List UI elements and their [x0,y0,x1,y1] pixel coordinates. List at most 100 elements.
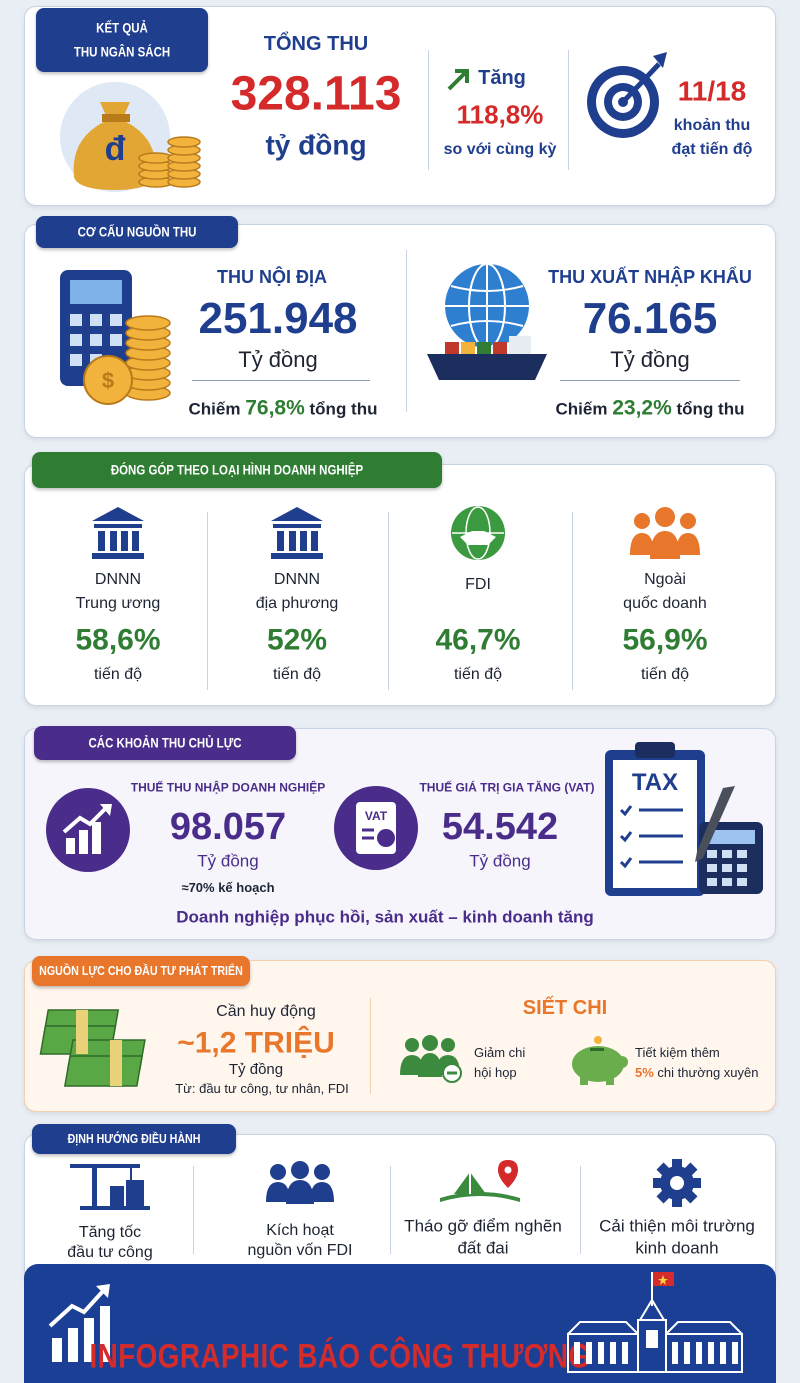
icon-shape [39,1009,146,1087]
cut-item-rest: chi thường xuyên [657,1064,759,1080]
icon-shape [498,1160,518,1188]
icon-shape [646,1330,658,1348]
contribution-note: tiến độ [453,666,503,684]
icon-shape [62,806,108,834]
contribution-name: DNNN [94,571,142,589]
icon-shape [138,136,201,188]
icon-shape [567,1321,743,1335]
icon-shape [665,1333,743,1373]
icon-shape [80,1206,150,1210]
rule [560,380,740,381]
icon-shape [314,1164,330,1180]
icon-shape [658,1275,668,1285]
divider [390,1166,391,1254]
icon-shape [707,850,717,858]
icon-shape [90,314,102,326]
icon-shape [76,1010,88,1054]
item-value: 251.948 [198,293,358,343]
icon-shape [110,531,117,551]
tax-value: 54.542 [441,806,559,849]
icon-shape [722,850,732,858]
icon-shape [441,1038,455,1052]
building-icon [567,1272,743,1373]
badge-text: CÁC KHOẢN THU CHỦ LỰC [88,734,242,751]
icon-shape [572,1046,624,1082]
icon-text: $ [102,368,114,393]
icon-text: TAX [632,769,678,796]
mobilize-value: ~1,2 TRIỆU [177,1026,335,1060]
icon-shape [130,1168,132,1182]
contribution-note: tiến độ [640,666,690,684]
contribution-note: tiến độ [93,666,143,684]
icon-shape [594,1036,602,1044]
badge-text: CƠ CẤU NGUỒN THU [77,223,197,240]
icon-shape [270,1164,286,1180]
divider [568,50,569,170]
cut-item: Giảm chi [474,1044,526,1060]
divider [406,250,407,412]
contribution-badge [32,452,442,488]
icon-shape [737,878,747,886]
icon-shape [630,507,700,559]
icon-shape [504,1166,512,1174]
contribution-value: 52% [266,623,328,657]
key-taxes-summary: Doanh nghiệp phục hồi, sản xuất – kinh d… [176,907,594,927]
icon-shape [70,334,82,346]
piggy-bank-icon [572,1036,628,1085]
icon-shape [266,1182,290,1202]
bank-icon [271,507,323,559]
badge-text: ĐỊNH HƯỚNG ĐIỀU HÀNH [67,1130,201,1146]
growth-note: so với cùng kỳ [443,141,557,159]
icon-shape [737,850,747,858]
icon-text: đ [105,130,126,168]
icon-shape [110,1040,122,1086]
icon-shape [447,69,469,91]
icon-shape [450,285,524,327]
icon-shape [574,1330,738,1364]
icon-shape [121,531,128,551]
cut-item: 5% chi thường xuyên [635,1064,759,1080]
crane-icon [70,1164,150,1210]
item-unit: Tỷ đồng [238,346,318,372]
people-icon [266,1161,334,1204]
mobilize-unit: Tỷ đồng [228,1060,284,1078]
icon-shape [655,507,675,527]
contribution-value: 46,7% [435,623,521,657]
icon-shape [477,342,491,354]
contribution-name: quốc doanh [623,595,707,613]
vat-icon: VAT [334,786,418,870]
tax-unit: Tỷ đồng [469,851,531,871]
contribution-note: tiến độ [272,666,322,684]
target-note: khoản thu [673,117,751,135]
divider [428,50,429,170]
icon-shape [722,878,732,886]
contribution-name: Trung ương [75,595,161,613]
icon-shape [680,513,696,529]
icon-shape [110,314,122,326]
icon-shape [90,334,102,346]
icon-shape [732,1342,738,1364]
icon-shape [286,1180,314,1204]
icon-shape [684,1342,690,1364]
people-icon [630,507,700,559]
icon-shape [132,531,139,551]
icon-shape [66,838,75,854]
icon-shape [422,1035,438,1051]
icon-shape [100,1306,110,1362]
direction-item: nguồn vốn FDI [247,1242,353,1260]
badge-text: NGUỒN LỰC CHO ĐẦU TƯ PHÁT TRIỂN [39,962,243,978]
icon-shape [100,804,112,816]
icon-shape [598,1342,604,1364]
icon-shape [52,1306,110,1362]
handshake-icon [451,506,505,560]
bank-icon [92,507,144,559]
icon-shape [73,102,156,190]
icon-shape [70,280,122,304]
badge-text: ĐÓNG GÓP THEO LOẠI HÌNH DOANH NGHIỆP [110,461,364,478]
badge-text: KẾT QUẢ [96,19,148,36]
icon-shape [635,742,675,758]
contribution-name: FDI [465,576,491,594]
icon-shape [70,1164,140,1168]
total-unit: tỷ đồng [265,129,367,161]
